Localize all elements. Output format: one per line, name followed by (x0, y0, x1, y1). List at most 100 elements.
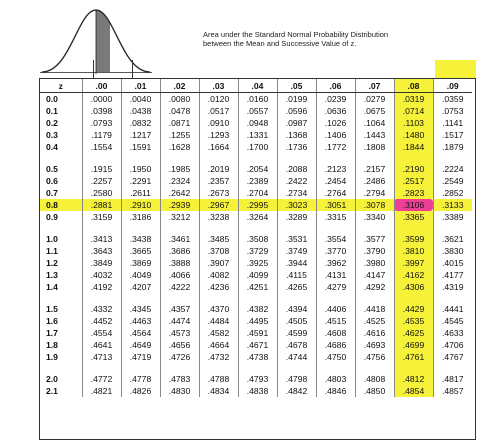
spacer-cell (277, 293, 317, 303)
table-cell: .2123 (316, 163, 356, 175)
row-z-value: 1.0 (40, 233, 83, 245)
table-cell: .0596 (277, 105, 317, 117)
table-cell: .1844 (394, 141, 434, 153)
table-row: 1.2.3849.3869.3888.3907.3925.3944.3962.3… (40, 257, 472, 269)
table-cell: .4838 (238, 385, 278, 397)
table-cell: .1443 (355, 129, 395, 141)
table-cell: .0160 (238, 92, 278, 105)
table-cell: .4778 (121, 373, 161, 385)
table-cell: .4418 (355, 303, 395, 315)
table-cell: .3340 (355, 211, 395, 223)
table-cell: .4678 (277, 339, 317, 351)
table-cell: .4830 (160, 385, 200, 397)
table-cell: .0359 (441, 94, 464, 104)
highlighted-result-cell: .3106 (394, 199, 434, 211)
spacer-cell (355, 223, 395, 233)
spacer-cell (433, 223, 472, 233)
table-cell: .3508 (238, 233, 278, 245)
table-cell: .4545 (441, 316, 464, 326)
table-cell: .4406 (316, 303, 356, 315)
table-cell: .4656 (160, 339, 200, 351)
table-cell: .1141 (442, 118, 464, 128)
table-cell: .1915 (82, 163, 122, 175)
table-cell: .1879 (441, 142, 464, 152)
table-cell: .2852 (441, 188, 464, 198)
spacer-cell (40, 293, 83, 303)
table-cell: .3980 (355, 257, 395, 269)
table-cell: .4649 (121, 339, 161, 351)
table-cell: .2190 (394, 163, 434, 175)
table-row: 1.1.3643.3665.3686.3708.3729.3749.3770.3… (40, 245, 472, 257)
table-cell: .4732 (199, 351, 239, 363)
table-cell: .4599 (277, 327, 317, 339)
table-cell: .4525 (355, 315, 395, 327)
table-cell: .2291 (121, 175, 161, 187)
table-cell: .0948 (238, 117, 278, 129)
table-cell: .2967 (199, 199, 239, 211)
spacer-cell (394, 293, 434, 303)
column-header: .06 (316, 79, 356, 93)
spacer-cell (121, 293, 161, 303)
table-cell: .3708 (199, 245, 239, 257)
table-cell: .1736 (277, 141, 317, 153)
table-row: 1.4.4192.4207.4222.4236.4251.4265.4279.4… (40, 281, 472, 293)
table-cell: .2823 (394, 187, 434, 199)
table-row: 2.0.4772.4778.4783.4788.4793.4798.4803.4… (40, 373, 472, 385)
table-cell: .0675 (355, 105, 395, 117)
table-cell: .3907 (199, 257, 239, 269)
spacer-cell (277, 363, 317, 373)
table-cell: .3810 (394, 245, 434, 257)
table-cell: .3790 (355, 245, 395, 257)
column-header: .01 (121, 79, 161, 93)
table-cell: .1700 (238, 141, 278, 153)
table-cell: .4821 (82, 385, 122, 397)
table-cell: .4082 (199, 269, 239, 281)
spacer-cell (40, 153, 83, 163)
table-cell: .4484 (199, 315, 239, 327)
column-header-z: z (40, 79, 83, 93)
table-cell: .1628 (160, 141, 200, 153)
spacer-cell (160, 363, 200, 373)
table-cell: .4452 (82, 315, 122, 327)
table-cell: .2642 (160, 187, 200, 199)
table-cell: .0319 (394, 92, 434, 105)
table-cell: .1217 (121, 129, 161, 141)
table-row: 0.9.3159.3186.3212.3238.3264.3289.3315.3… (40, 211, 472, 223)
table-cell: .0040 (121, 92, 161, 105)
column-header: .03 (199, 79, 239, 93)
table-cell: .4793 (238, 373, 278, 385)
table-cell: .4798 (277, 373, 317, 385)
table-cell: .2549 (441, 176, 464, 186)
spacer-cell (433, 363, 472, 373)
spacer-cell (355, 363, 395, 373)
table-cell: .4826 (121, 385, 161, 397)
table-cell: .4750 (316, 351, 356, 363)
table-cell: .4803 (316, 373, 356, 385)
table-cell: .4222 (160, 281, 200, 293)
row-spacer (40, 153, 472, 163)
table-cell: .0871 (160, 117, 200, 129)
row-z-value: 1.8 (40, 339, 83, 351)
table-cell: .3264 (238, 211, 278, 223)
table-cell: .2734 (277, 187, 317, 199)
caption-line-2: between the Mean and Successive Value of… (203, 39, 357, 48)
table-cell: .4131 (316, 269, 356, 281)
table-cell: .4788 (199, 373, 239, 385)
table-cell: .1406 (316, 129, 356, 141)
table-cell: .3729 (238, 245, 278, 257)
table-cell: .0793 (82, 117, 122, 129)
table-cell: .3159 (82, 211, 122, 223)
table-cell: .4463 (121, 315, 161, 327)
table-row: 0.3.1179.1217.1255.1293.1331.1368.1406.1… (40, 129, 472, 141)
spacer-cell (238, 363, 278, 373)
table-cell: .4699 (394, 339, 434, 351)
table-cell: .4370 (199, 303, 239, 315)
table-cell: .4554 (82, 327, 122, 339)
table-row: 0.8.2881.2910.2939.2967.2995.3023.3051.3… (40, 199, 472, 211)
table-cell: .4535 (394, 315, 434, 327)
table-cell: .1179 (82, 129, 122, 141)
table-cell: .3577 (355, 233, 395, 245)
table-cell: .2224 (441, 164, 464, 174)
table-cell: .3599 (394, 233, 434, 245)
table-row: 1.7.4554.4564.4573.4582.4591.4599.4608.4… (40, 327, 472, 339)
